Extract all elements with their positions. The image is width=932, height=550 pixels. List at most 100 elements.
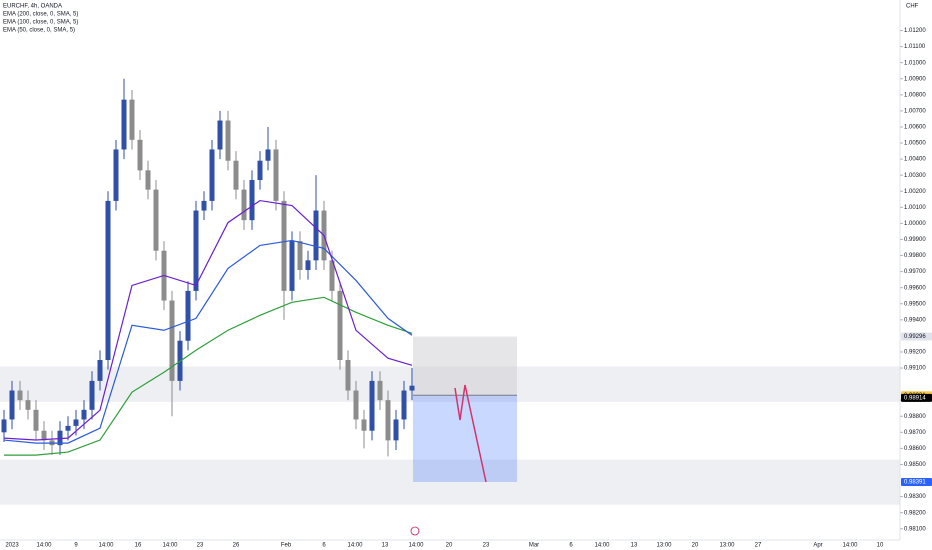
candle-body <box>97 360 103 381</box>
y-tick-label: 0.99600 <box>904 285 926 291</box>
x-tick-label: 14:00 <box>408 543 424 549</box>
candle-body <box>393 419 399 441</box>
legend-entry: EMA (50, close, 0, SMA, 5) <box>3 28 75 34</box>
candle-body <box>257 160 263 180</box>
candle-body <box>17 390 23 401</box>
candle-body <box>81 409 87 420</box>
x-tick-label: 14:00 <box>36 543 52 549</box>
candle-body <box>209 149 215 201</box>
candle-body <box>353 390 359 420</box>
candle-body <box>401 390 407 420</box>
event-icon[interactable] <box>410 526 420 536</box>
legend-entry: EMA (200, close, 0, SMA, 5) <box>3 12 78 18</box>
candle-body <box>137 139 143 171</box>
y-tick-label: 0.99400 <box>904 317 926 323</box>
y-tick-label: 0.99700 <box>904 269 926 275</box>
candle-body <box>233 160 239 190</box>
x-tick-label: 13 <box>631 543 638 549</box>
zone <box>0 459 900 505</box>
candle-body <box>345 360 351 391</box>
price-tag <box>901 332 932 341</box>
y-tick-label: 1.00600 <box>904 125 926 131</box>
x-tick-label: Feb <box>281 543 292 549</box>
candle-body <box>241 189 247 221</box>
ema-line <box>3 199 413 441</box>
candle-body <box>297 241 303 270</box>
forecast-path <box>454 384 487 483</box>
y-tick-label: 1.00100 <box>904 205 926 211</box>
x-tick-label: 26 <box>233 543 240 549</box>
x-tick-label: 2023 <box>5 543 19 549</box>
candle-body <box>265 149 271 161</box>
x-tick-label: 14:00 <box>347 543 363 549</box>
candle-body <box>169 300 175 381</box>
candle-body <box>65 425 71 431</box>
y-tick-label: 0.99100 <box>904 366 926 372</box>
y-tick-label: 1.01200 <box>904 28 926 34</box>
candle-body <box>129 99 135 140</box>
candle-body <box>361 419 367 431</box>
x-tick-label: 6 <box>322 543 326 549</box>
candle-body <box>281 200 287 291</box>
candle-body <box>313 210 319 261</box>
candle-body <box>377 380 383 401</box>
x-tick-label: Apr <box>813 543 822 549</box>
price-tag <box>901 393 932 402</box>
candle-body <box>33 409 39 431</box>
y-tick-label: 1.00900 <box>904 76 926 82</box>
x-tick-label: 6 <box>569 543 573 549</box>
y-tick-label: 1.00000 <box>904 221 926 227</box>
candle-body <box>193 210 199 291</box>
y-tick-label: 0.98800 <box>904 414 926 420</box>
candle-body <box>225 120 231 161</box>
x-tick-label: 13:00 <box>656 543 672 549</box>
candle-body <box>409 385 415 391</box>
x-tick-label: 27 <box>755 543 762 549</box>
x-tick-label: 23 <box>483 543 490 549</box>
x-tick-label: 23 <box>197 543 204 549</box>
candle-body <box>201 200 207 211</box>
candle-body <box>273 149 279 201</box>
candle-body <box>185 290 191 341</box>
candle-body <box>385 400 391 441</box>
y-tick-label: 0.98100 <box>904 526 926 532</box>
candle-body <box>41 430 47 441</box>
y-tick-label: 1.01000 <box>904 60 926 66</box>
candle-body <box>1 419 7 433</box>
x-tick-label: 13:00 <box>719 543 735 549</box>
legend-title: EURCHF, 4h, OANDA <box>3 4 62 10</box>
candle-body <box>369 380 375 431</box>
x-tick-label: 20 <box>446 543 453 549</box>
candle-body <box>25 400 31 410</box>
y-tick-label: 0.98500 <box>904 462 926 468</box>
candle-body <box>305 260 311 270</box>
candle-body <box>337 290 343 360</box>
y-tick-label: 1.00800 <box>904 92 926 98</box>
ema-line <box>4 296 413 456</box>
y-tick-label: 1.01100 <box>904 44 926 50</box>
x-tick-label: 13 <box>382 543 389 549</box>
x-tick-label: 16 <box>135 543 142 549</box>
x-tick-label: 14:00 <box>842 543 858 549</box>
y-tick-label: 0.99900 <box>904 237 926 243</box>
y-tick-label: 0.99500 <box>904 301 926 307</box>
x-tick-label: 14:00 <box>594 543 610 549</box>
y-tick-label: 1.00300 <box>904 173 926 179</box>
y-tick-label: 0.98300 <box>904 494 926 500</box>
legend: EURCHF, 4h, OANDA EMA (200, close, 0, SM… <box>3 4 78 34</box>
price-tag-label: 0.98391 <box>904 480 926 486</box>
candle-body <box>105 200 111 360</box>
candle-body <box>89 380 95 410</box>
x-tick-label: 20 <box>692 543 699 549</box>
ema-line <box>3 239 413 444</box>
y-tick-label: 1.00200 <box>904 189 926 195</box>
candle-body <box>145 170 151 190</box>
candle-body <box>217 120 223 150</box>
candle-body <box>57 430 63 446</box>
x-tick-label: 14:00 <box>98 543 114 549</box>
candle-body <box>73 419 79 426</box>
y-tick-label: 1.00500 <box>904 141 926 147</box>
y-tick-label: 0.99800 <box>904 253 926 259</box>
y-tick-label: 1.00700 <box>904 108 926 114</box>
